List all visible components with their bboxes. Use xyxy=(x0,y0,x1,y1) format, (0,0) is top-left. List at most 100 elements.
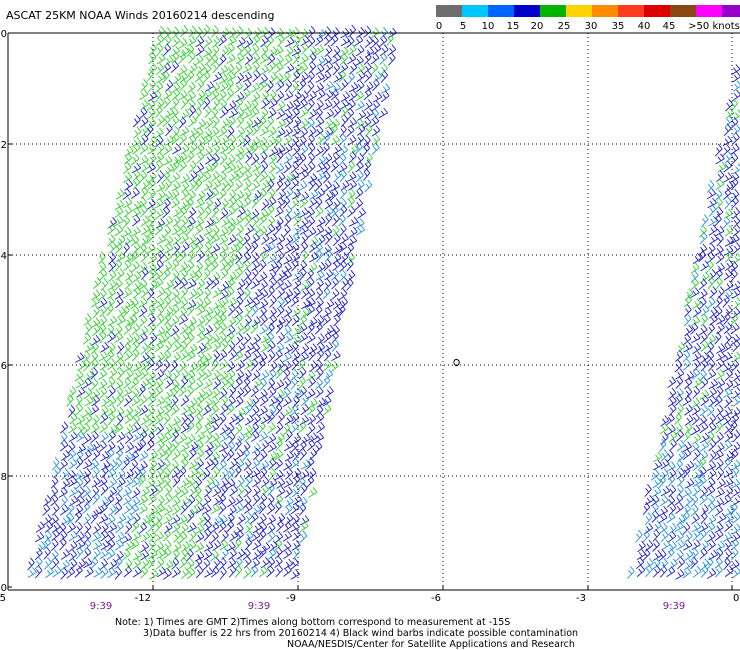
wind-barb xyxy=(186,548,194,562)
wind-barb xyxy=(276,394,284,408)
wind-barb xyxy=(131,520,140,533)
wind-barb xyxy=(276,250,285,264)
wind-barb xyxy=(162,359,171,373)
wind-barb xyxy=(700,564,709,578)
wind-barb xyxy=(171,304,180,317)
wind-barb xyxy=(75,521,83,535)
wind-barb xyxy=(133,126,142,139)
wind-barb xyxy=(682,487,692,498)
wind-barb xyxy=(156,286,166,299)
wind-barb xyxy=(203,485,212,498)
wind-barb xyxy=(324,80,335,91)
wind-barb xyxy=(674,423,683,436)
wind-barb xyxy=(300,106,309,118)
wind-barb xyxy=(682,349,691,363)
wind-barb xyxy=(125,368,134,381)
wind-barb xyxy=(171,424,181,435)
wind-barb xyxy=(91,440,101,452)
wind-barb xyxy=(75,449,84,462)
wind-barb xyxy=(140,186,149,200)
wind-barb xyxy=(258,259,267,273)
wind-barb xyxy=(139,88,149,101)
wind-barb xyxy=(676,429,685,442)
wind-barb xyxy=(156,459,165,471)
wind-barb xyxy=(204,277,214,290)
wind-barb xyxy=(195,531,205,543)
wind-barb xyxy=(138,394,148,407)
wind-barb xyxy=(346,252,355,265)
wind-barb xyxy=(700,377,709,390)
wind-barb xyxy=(356,152,365,166)
wind-barb xyxy=(171,288,180,301)
wind-barb xyxy=(731,64,740,76)
wind-barb xyxy=(132,332,141,345)
wind-barb xyxy=(91,317,101,328)
wind-barb xyxy=(210,549,219,562)
wind-barb xyxy=(60,431,68,445)
wind-barb xyxy=(699,493,708,506)
wind-barb xyxy=(138,278,148,291)
wind-barb xyxy=(675,549,684,562)
wind-barb xyxy=(685,288,694,301)
wind-barb xyxy=(252,350,262,362)
wind-barb xyxy=(170,197,180,209)
wind-barb xyxy=(259,53,269,64)
wind-barb xyxy=(115,351,124,364)
wind-barb xyxy=(204,388,213,400)
wind-barb xyxy=(194,287,204,300)
wind-barb xyxy=(132,431,142,443)
wind-barb xyxy=(180,349,189,361)
wind-barb xyxy=(210,432,220,444)
wind-barb xyxy=(717,286,725,300)
wind-barb xyxy=(133,369,143,381)
wind-barb xyxy=(165,305,174,318)
wind-barb xyxy=(221,118,231,129)
wind-barb xyxy=(283,547,293,560)
wind-barb xyxy=(283,152,293,165)
wind-barb xyxy=(99,359,109,371)
wind-barb xyxy=(274,546,283,560)
wind-barb xyxy=(212,557,221,571)
wind-barb xyxy=(90,430,99,443)
wind-barb xyxy=(274,531,284,544)
wind-barb xyxy=(93,276,102,289)
wind-barb xyxy=(195,431,206,443)
wind-barb xyxy=(330,123,338,137)
wind-barb xyxy=(388,52,396,66)
wind-barb xyxy=(220,529,229,543)
wind-barb xyxy=(213,321,221,335)
wind-barb xyxy=(107,396,117,408)
wind-barb xyxy=(226,178,234,192)
wind-barb xyxy=(210,251,219,265)
wind-barb xyxy=(164,235,174,247)
wind-barb xyxy=(652,486,662,498)
wind-barb xyxy=(684,531,693,543)
wind-barb xyxy=(732,80,740,92)
wind-barb xyxy=(716,478,726,490)
wind-barb xyxy=(236,206,246,218)
wind-barb xyxy=(363,52,372,66)
wind-barb xyxy=(35,521,45,533)
wind-barb xyxy=(218,73,229,85)
wind-barb xyxy=(274,206,284,218)
wind-barb xyxy=(323,153,333,165)
wind-barb xyxy=(163,397,173,409)
wind-barb xyxy=(194,177,203,191)
wind-barb xyxy=(372,133,380,147)
wind-barb xyxy=(187,99,196,111)
wind-barb xyxy=(250,82,260,93)
wind-barb xyxy=(659,522,668,534)
wind-barb xyxy=(187,250,196,263)
wind-barb xyxy=(306,268,314,282)
wind-barb xyxy=(171,521,181,534)
wind-barb xyxy=(140,486,150,497)
wind-barb xyxy=(155,423,164,436)
wind-barb xyxy=(91,477,101,488)
wind-barb xyxy=(363,88,372,101)
wind-barb xyxy=(68,431,78,443)
wind-barb xyxy=(724,450,734,462)
wind-barb xyxy=(323,278,332,292)
wind-barb xyxy=(650,469,660,481)
wind-barb xyxy=(292,35,301,49)
wind-barb xyxy=(723,160,732,173)
